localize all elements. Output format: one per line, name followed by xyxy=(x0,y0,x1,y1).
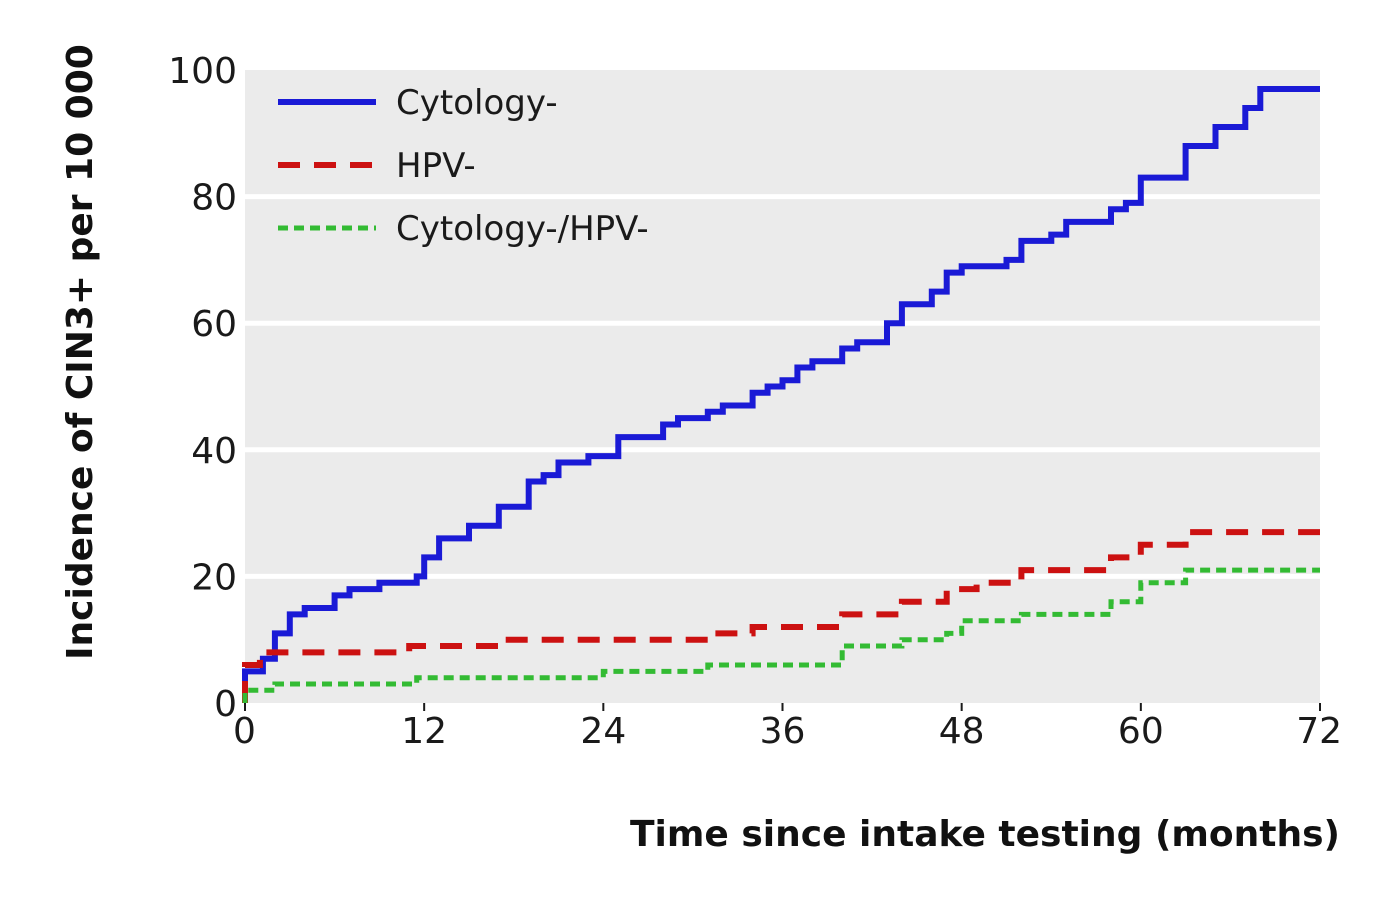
y-tick-label: 100 xyxy=(168,51,237,92)
x-tick-label: 24 xyxy=(580,711,626,752)
x-tick-label: 48 xyxy=(939,711,985,752)
x-tick-label: 36 xyxy=(760,711,806,752)
y-tick-label: 60 xyxy=(191,304,237,345)
legend-label: Cytology-/HPV- xyxy=(396,209,649,249)
y-axis-title: Incidence of CIN3+ per 10 000 xyxy=(60,44,101,660)
series-line xyxy=(242,567,1320,703)
series-line xyxy=(242,529,1320,703)
y-tick-label: 0 xyxy=(214,684,237,725)
y-tick-label: 80 xyxy=(191,178,237,219)
series-layer xyxy=(242,86,1320,703)
series-line xyxy=(242,86,1320,703)
axis-ticks: 0 20 40 60 80 100 0 12 24 36 48 60 72 xyxy=(168,51,1342,752)
x-tick-label: 72 xyxy=(1296,711,1342,752)
legend: Cytology- HPV- Cytology-/HPV- xyxy=(278,83,649,249)
x-tick-label: 0 xyxy=(233,711,256,752)
x-axis-title: Time since intake testing (months) xyxy=(630,814,1340,855)
x-tick-label: 12 xyxy=(401,711,447,752)
legend-label: HPV- xyxy=(396,146,476,186)
x-tick-label: 60 xyxy=(1118,711,1164,752)
y-tick-label: 40 xyxy=(191,431,237,472)
legend-label: Cytology- xyxy=(396,83,558,123)
y-tick-label: 20 xyxy=(191,557,237,598)
